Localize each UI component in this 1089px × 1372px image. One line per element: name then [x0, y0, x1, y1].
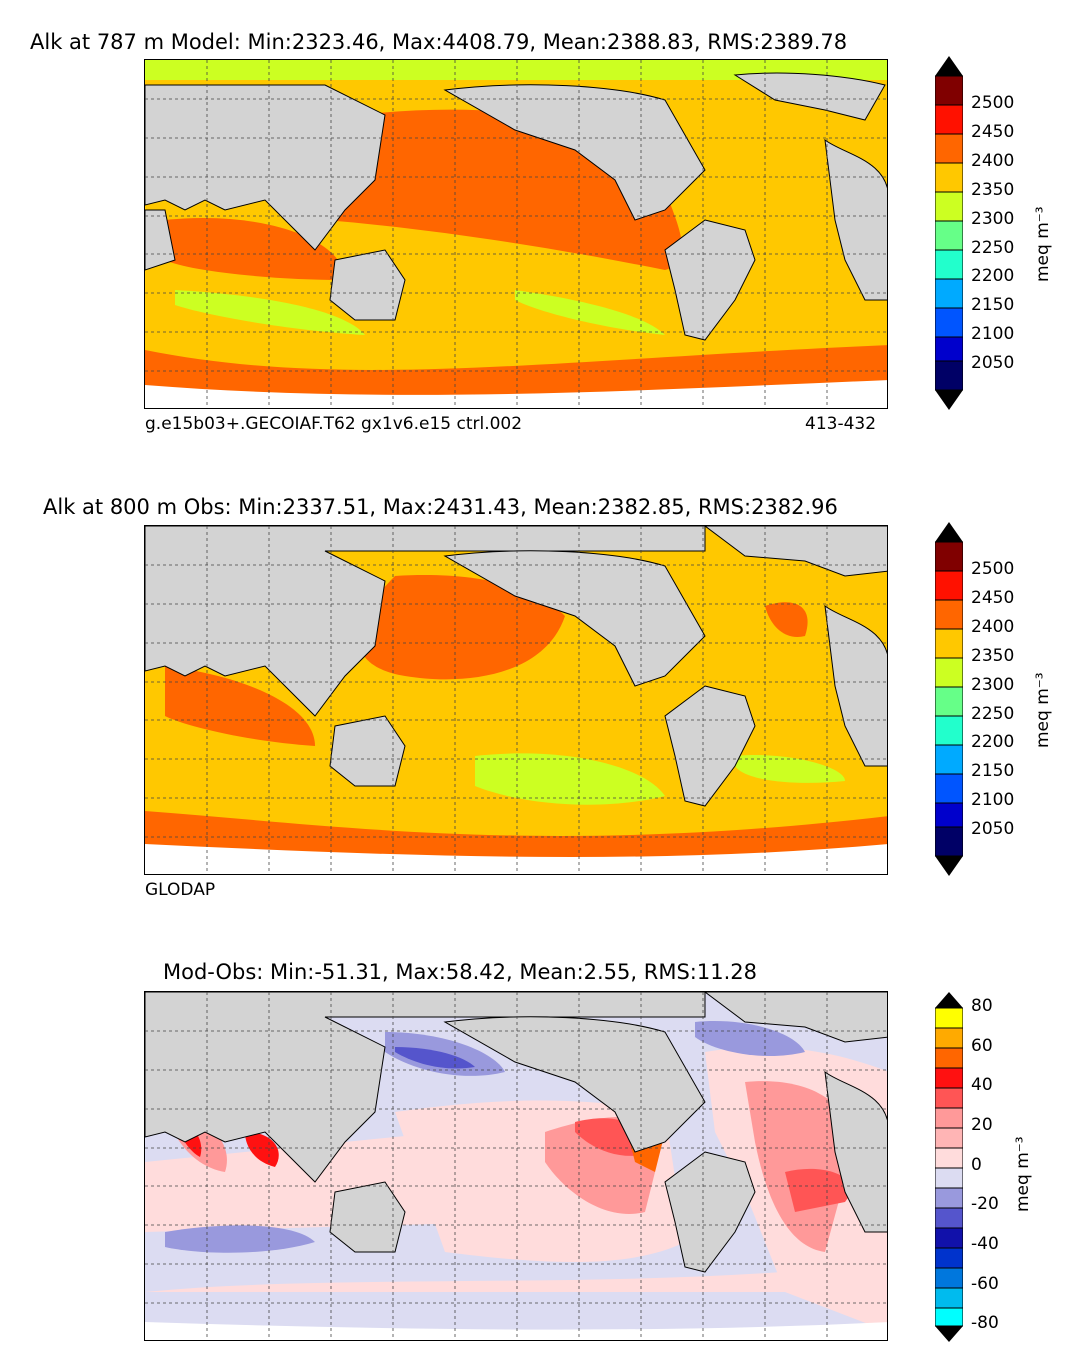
model-cb-tick-8: 2100 — [971, 324, 1015, 344]
obs-colorbar-graphic — [935, 522, 963, 876]
diff-colorbar — [935, 992, 963, 1342]
model-title: Alk at 787 m Model: Min:2323.46, Max:440… — [30, 30, 848, 54]
diff-cb-tick-0: 80 — [971, 996, 993, 1016]
model-cb-tick-2: 2400 — [971, 151, 1015, 171]
obs-cb-tick-6: 2200 — [971, 732, 1015, 752]
model-caption-right: 413-432 — [805, 414, 877, 434]
diff-title: Mod-Obs: Min:-51.31, Max:58.42, Mean:2.5… — [163, 960, 757, 984]
model-colorbar-graphic — [935, 56, 963, 410]
model-cb-tick-5: 2250 — [971, 238, 1015, 258]
obs-cb-tick-0: 2500 — [971, 559, 1015, 579]
obs-map — [144, 525, 888, 875]
model-cb-tick-7: 2150 — [971, 295, 1015, 315]
model-colorbar — [935, 56, 963, 410]
obs-cb-tick-9: 2050 — [971, 819, 1015, 839]
model-cb-tick-6: 2200 — [971, 266, 1015, 286]
diff-cb-tick-4: 0 — [971, 1155, 982, 1175]
model-cb-unit: meq m⁻³ — [1033, 206, 1053, 282]
model-cb-tick-0: 2500 — [971, 93, 1015, 113]
model-map-graphic — [145, 60, 887, 408]
diff-cb-tick-5: -20 — [971, 1194, 999, 1214]
diff-map-graphic — [145, 992, 887, 1340]
diff-cb-tick-6: -40 — [971, 1234, 999, 1254]
obs-cb-tick-8: 2100 — [971, 790, 1015, 810]
model-cb-tick-4: 2300 — [971, 209, 1015, 229]
obs-cb-tick-2: 2400 — [971, 617, 1015, 637]
obs-title: Alk at 800 m Obs: Min:2337.51, Max:2431.… — [43, 495, 838, 519]
diff-cb-tick-2: 40 — [971, 1075, 993, 1095]
diff-cb-tick-7: -60 — [971, 1274, 999, 1294]
model-cb-tick-9: 2050 — [971, 353, 1015, 373]
model-cb-tick-1: 2450 — [971, 122, 1015, 142]
model-caption-left: g.e15b03+.GECOIAF.T62 gx1v6.e15 ctrl.002 — [145, 414, 523, 434]
obs-cb-tick-3: 2350 — [971, 646, 1015, 666]
obs-caption-left: GLODAP — [145, 880, 216, 900]
model-map — [144, 59, 888, 409]
obs-cb-unit: meq m⁻³ — [1033, 672, 1053, 748]
obs-cb-tick-7: 2150 — [971, 761, 1015, 781]
diff-cb-tick-8: -80 — [971, 1313, 999, 1333]
diff-map — [144, 991, 888, 1341]
obs-cb-tick-5: 2250 — [971, 704, 1015, 724]
diff-colorbar-graphic — [935, 992, 963, 1342]
model-cb-tick-3: 2350 — [971, 180, 1015, 200]
obs-colorbar — [935, 522, 963, 876]
obs-cb-tick-1: 2450 — [971, 588, 1015, 608]
diff-cb-unit: meq m⁻³ — [1013, 1136, 1033, 1212]
obs-cb-tick-4: 2300 — [971, 675, 1015, 695]
obs-map-graphic — [145, 526, 887, 874]
diff-cb-tick-3: 20 — [971, 1115, 993, 1135]
diff-cb-tick-1: 60 — [971, 1036, 993, 1056]
